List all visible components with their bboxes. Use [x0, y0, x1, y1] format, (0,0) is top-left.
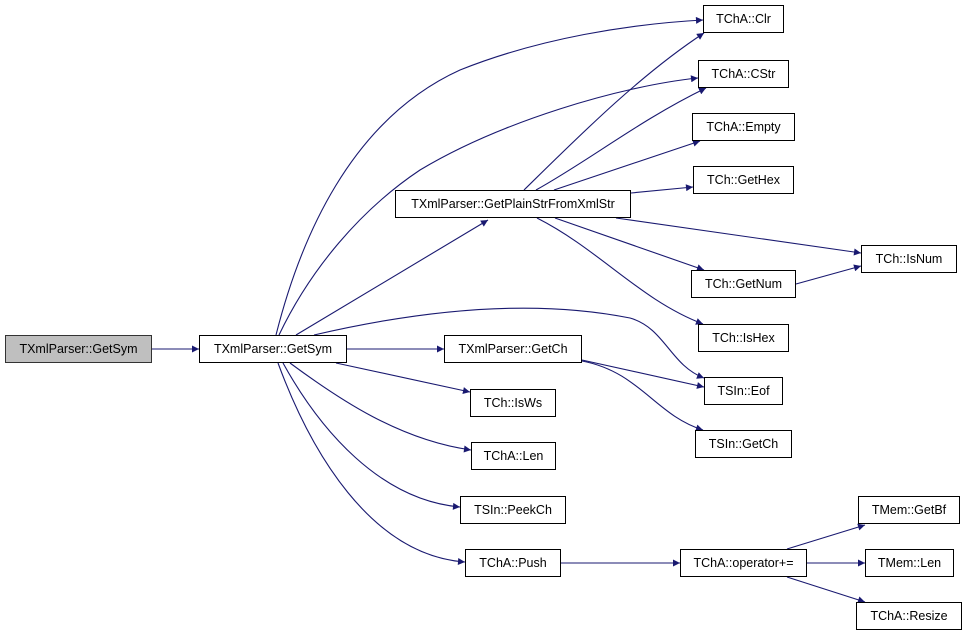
node-tcha-resize[interactable]: TChA::Resize [856, 602, 962, 630]
edge-getsym-isws [335, 362, 471, 394]
edge-getplain-gethex [630, 184, 694, 194]
edge-getsym-getplain [295, 219, 489, 336]
edge-getsym-push [277, 362, 466, 565]
edge-getplain-getnum [554, 217, 705, 271]
edge-opplus-getbf [786, 523, 866, 550]
node-tch-isws[interactable]: TCh::IsWs [470, 389, 556, 417]
edge-getch-eof [581, 359, 705, 389]
node-tcha-empty[interactable]: TChA::Empty [692, 113, 795, 141]
node-tch-gethex[interactable]: TCh::GetHex [693, 166, 794, 194]
node-tcha-operator-plus-eq[interactable]: TChA::operator+= [680, 549, 807, 577]
edge-getplain-empty [553, 139, 701, 191]
node-getsym[interactable]: TXmlParser::GetSym [199, 335, 347, 363]
node-tsin-peekch[interactable]: TSIn::PeekCh [460, 496, 566, 524]
node-tcha-cstr[interactable]: TChA::CStr [698, 60, 789, 88]
node-getplainstrfromxmlstr[interactable]: TXmlParser::GetPlainStrFromXmlStr [395, 190, 631, 218]
edge-getsym-clr [275, 16, 704, 336]
node-tch-isnum[interactable]: TCh::IsNum [861, 245, 957, 273]
edge-getplain-clr [523, 32, 705, 191]
edge-getnum-isnum [795, 264, 862, 285]
node-tmem-getbf[interactable]: TMem::GetBf [858, 496, 960, 524]
edge-getplain-ishex [536, 217, 704, 325]
node-tcha-clr[interactable]: TChA::Clr [703, 5, 784, 33]
node-tmem-len[interactable]: TMem::Len [865, 549, 954, 577]
node-tch-getnum[interactable]: TCh::GetNum [691, 270, 796, 298]
node-root-getsym[interactable]: TXmlParser::GetSym [5, 335, 152, 363]
edge-getsym-eof [313, 307, 705, 379]
node-tcha-len[interactable]: TChA::Len [471, 442, 556, 470]
edge-opplus-resize [786, 576, 866, 604]
node-tcha-push[interactable]: TChA::Push [465, 549, 561, 577]
edge-getplain-cstr [535, 87, 707, 191]
node-tch-ishex[interactable]: TCh::IsHex [698, 324, 789, 352]
edge-getsym-peekch [282, 362, 461, 510]
edge-getsym-len [289, 362, 472, 453]
node-tsin-getch[interactable]: TSIn::GetCh [695, 430, 792, 458]
edge-getsym-cstr [278, 75, 699, 336]
edge-getch-sin-getch [581, 360, 704, 432]
edge-getplain-isnum [615, 217, 862, 256]
node-tsin-eof[interactable]: TSIn::Eof [704, 377, 783, 405]
node-txmlparser-getch[interactable]: TXmlParser::GetCh [444, 335, 582, 363]
